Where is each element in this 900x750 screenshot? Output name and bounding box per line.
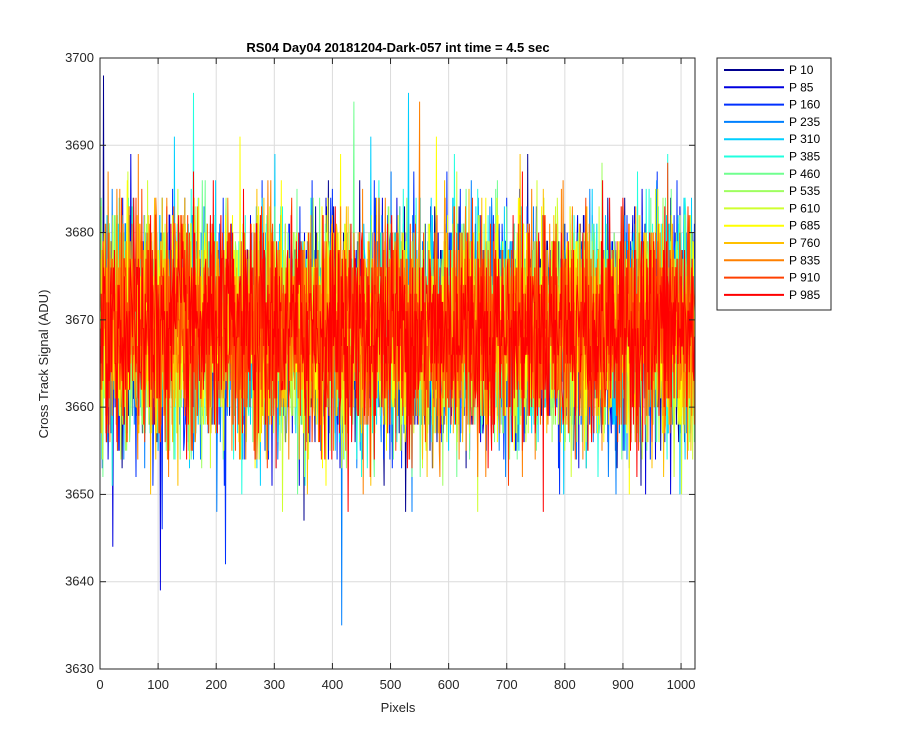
x-tick-label: 400 xyxy=(322,677,344,692)
y-tick-label: 3660 xyxy=(65,399,94,414)
legend-label: P 535 xyxy=(789,184,820,198)
legend-label: P 910 xyxy=(789,271,820,285)
y-tick-label: 3700 xyxy=(65,50,94,65)
x-tick-label: 300 xyxy=(263,677,285,692)
y-tick-label: 3690 xyxy=(65,137,94,152)
legend: P 10 P 85 P 160 P 235 P 310 P 385 P 460 P 535 P … xyxy=(716,57,832,311)
legend-label: P 685 xyxy=(789,219,820,233)
x-tick-label: 600 xyxy=(438,677,460,692)
legend-label: P 160 xyxy=(789,98,820,112)
series-line-p-985 xyxy=(100,171,695,512)
x-tick-label: 900 xyxy=(612,677,634,692)
x-tick-label: 200 xyxy=(205,677,227,692)
chart-title: RS04 Day04 20181204-Dark-057 int time = … xyxy=(246,40,549,55)
y-axis-label: Cross Track Signal (ADU) xyxy=(36,290,51,439)
legend-label: P 385 xyxy=(789,150,820,164)
legend-label: P 835 xyxy=(789,253,820,267)
x-tick-label: 100 xyxy=(147,677,169,692)
x-axis-label: Pixels xyxy=(381,700,416,715)
y-tick-label: 3640 xyxy=(65,574,94,589)
y-axis-ticks: 3630 3640 3650 3660 3670 3680 3690 3700 xyxy=(65,50,695,676)
legend-label: P 85 xyxy=(789,80,814,94)
x-axis-ticks: 0 100 200 300 400 500 600 700 800 900 1000 xyxy=(96,58,696,692)
y-tick-label: 3680 xyxy=(65,225,94,240)
plot-frame xyxy=(99,57,696,670)
y-tick-label: 3670 xyxy=(65,312,94,327)
x-tick-label: 500 xyxy=(380,677,402,692)
x-tick-label: 700 xyxy=(496,677,518,692)
legend-box xyxy=(716,57,832,311)
y-tick-label: 3630 xyxy=(65,661,94,676)
legend-label: P 235 xyxy=(789,115,820,129)
legend-label: P 760 xyxy=(789,236,820,250)
x-tick-label: 1000 xyxy=(667,677,696,692)
y-tick-label: 3650 xyxy=(65,486,94,501)
series-lines xyxy=(100,75,696,626)
legend-label: P 310 xyxy=(789,132,820,146)
legend-label: P 460 xyxy=(789,167,820,181)
legend-label: P 610 xyxy=(789,201,820,215)
legend-label: P 985 xyxy=(789,288,820,302)
x-tick-label: 800 xyxy=(554,677,576,692)
x-tick-label: 0 xyxy=(96,677,103,692)
legend-label: P 10 xyxy=(789,63,814,77)
